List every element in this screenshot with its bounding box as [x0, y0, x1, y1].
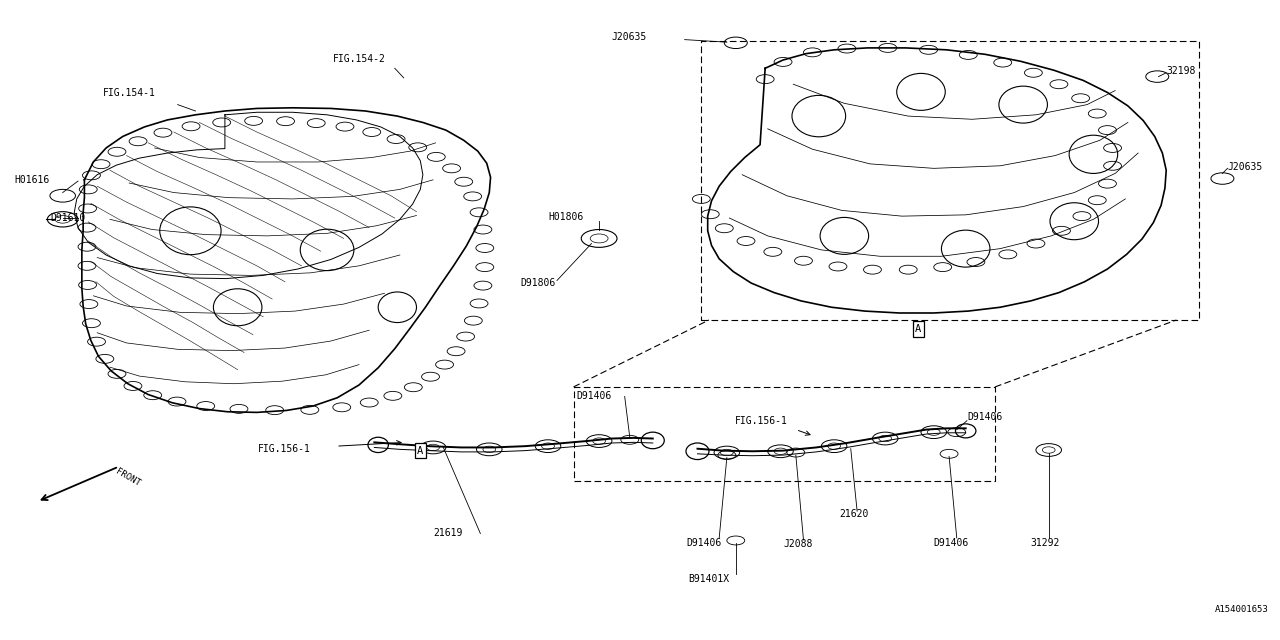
Text: D91406: D91406	[686, 538, 721, 548]
Text: J20635: J20635	[1228, 162, 1263, 172]
Text: D91406: D91406	[576, 392, 612, 401]
Text: A: A	[417, 445, 424, 456]
Text: H01616: H01616	[14, 175, 50, 185]
Text: A154001653: A154001653	[1215, 605, 1268, 614]
Text: 21620: 21620	[840, 509, 869, 518]
Text: D91806: D91806	[520, 278, 556, 288]
Text: FIG.156-1: FIG.156-1	[257, 444, 311, 454]
Text: A: A	[915, 324, 922, 334]
Text: 32198: 32198	[1166, 67, 1196, 77]
Text: D91406: D91406	[934, 538, 969, 548]
Text: FIG.154-2: FIG.154-2	[333, 54, 385, 64]
Text: FIG.156-1: FIG.156-1	[735, 416, 787, 426]
Text: FRONT: FRONT	[114, 467, 142, 489]
Text: J20635: J20635	[612, 32, 648, 42]
Text: D91406: D91406	[966, 412, 1002, 422]
Text: D91610: D91610	[50, 213, 86, 223]
Text: FIG.154-1: FIG.154-1	[102, 88, 156, 99]
Text: 31292: 31292	[1030, 538, 1060, 548]
Text: J2088: J2088	[783, 540, 813, 549]
Text: B91401X: B91401X	[689, 573, 730, 584]
Text: 21619: 21619	[433, 529, 462, 538]
Text: H01806: H01806	[548, 212, 584, 222]
